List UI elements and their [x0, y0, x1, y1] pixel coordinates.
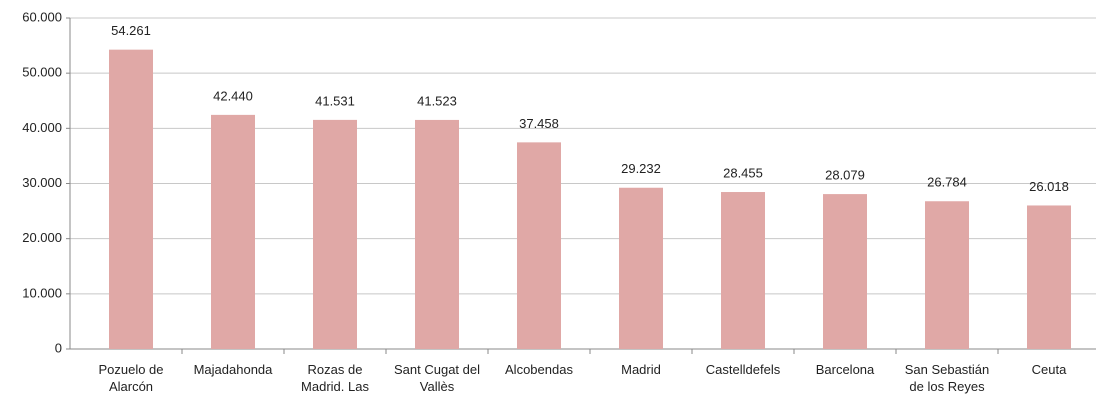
x-tick-label: Pozuelo de Alarcón — [98, 362, 164, 394]
bar — [517, 142, 561, 349]
x-tick-label: Castelldefels — [705, 362, 781, 377]
bar — [109, 49, 153, 349]
y-tick-label: 20.000 — [22, 230, 62, 245]
data-label: 54.261 — [111, 23, 151, 38]
y-tick-label: 10.000 — [22, 285, 62, 300]
data-label: 41.523 — [417, 93, 457, 108]
y-tick-label: 0 — [55, 340, 62, 355]
x-tick-label: San Sebastián de los Reyes — [904, 362, 990, 394]
x-tick-label: Barcelona — [815, 362, 875, 377]
x-tick-label: Ceuta — [1031, 362, 1067, 377]
bar — [925, 201, 969, 349]
y-tick-label: 60.000 — [22, 9, 62, 24]
bar — [1027, 205, 1071, 349]
bar — [823, 194, 867, 349]
x-tick-label: Majadahonda — [193, 362, 273, 377]
data-label: 28.455 — [723, 165, 763, 180]
x-tick-label: Alcobendas — [505, 362, 573, 377]
y-tick-label: 40.000 — [22, 120, 62, 135]
x-tick-label: Rozas de Madrid. Las — [301, 362, 369, 394]
bar — [211, 114, 255, 349]
bar — [415, 119, 459, 349]
data-label: 42.440 — [213, 88, 253, 103]
data-label: 26.018 — [1029, 179, 1069, 194]
x-tick-label: Sant Cugat del Vallès — [394, 362, 481, 394]
bar — [619, 187, 663, 349]
bar — [313, 119, 357, 349]
x-tick-label: Madrid — [621, 362, 661, 377]
data-label: 26.784 — [927, 175, 967, 190]
data-label: 28.079 — [825, 168, 865, 183]
data-label: 41.531 — [315, 93, 355, 108]
y-tick-label: 50.000 — [22, 65, 62, 80]
bar — [721, 192, 765, 349]
data-label: 29.232 — [621, 161, 661, 176]
y-tick-label: 30.000 — [22, 175, 62, 190]
data-label: 37.458 — [519, 116, 559, 131]
